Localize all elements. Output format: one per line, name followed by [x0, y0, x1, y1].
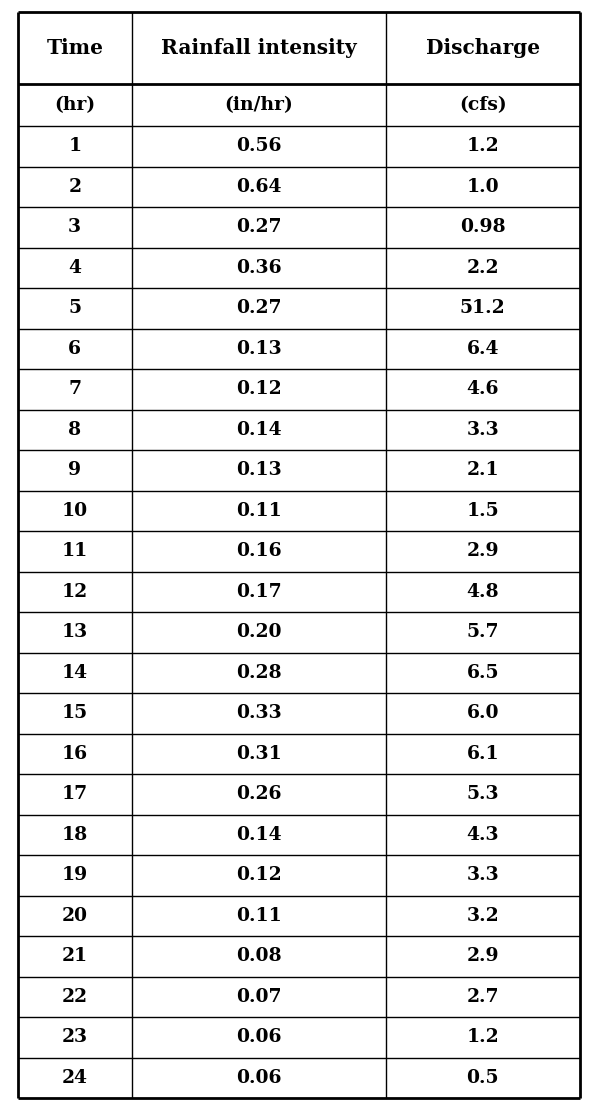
Text: Discharge: Discharge: [426, 38, 540, 58]
Text: 3.3: 3.3: [466, 421, 499, 439]
Text: 3: 3: [68, 218, 81, 236]
Text: 0.13: 0.13: [236, 461, 282, 480]
Text: 6.0: 6.0: [466, 705, 499, 722]
Text: 0.20: 0.20: [236, 623, 281, 642]
Text: 9: 9: [68, 461, 81, 480]
Text: 0.56: 0.56: [236, 137, 281, 155]
Text: 2: 2: [68, 177, 81, 196]
Text: 5.3: 5.3: [466, 786, 499, 803]
Text: 0.27: 0.27: [236, 218, 281, 236]
Text: 0.98: 0.98: [460, 218, 505, 236]
Text: 5.7: 5.7: [466, 623, 499, 642]
Text: 1.5: 1.5: [466, 502, 499, 520]
Text: 6.5: 6.5: [466, 664, 499, 681]
Text: 4.3: 4.3: [466, 825, 499, 844]
Text: 0.06: 0.06: [236, 1028, 281, 1046]
Text: 16: 16: [62, 745, 88, 762]
Text: 10: 10: [62, 502, 88, 520]
Text: 0.12: 0.12: [236, 380, 281, 398]
Text: 19: 19: [62, 866, 88, 884]
Text: 13: 13: [62, 623, 88, 642]
Text: 14: 14: [62, 664, 88, 681]
Text: 2.1: 2.1: [466, 461, 499, 480]
Text: (cfs): (cfs): [459, 96, 507, 114]
Text: (in/hr): (in/hr): [224, 96, 293, 114]
Text: 22: 22: [62, 987, 88, 1006]
Text: Rainfall intensity: Rainfall intensity: [161, 38, 356, 58]
Text: 2.9: 2.9: [466, 542, 499, 561]
Text: (hr): (hr): [54, 96, 95, 114]
Text: 0.08: 0.08: [236, 947, 281, 965]
Text: 12: 12: [62, 583, 88, 601]
Text: 15: 15: [62, 705, 88, 722]
Text: 20: 20: [62, 906, 88, 925]
Text: 21: 21: [62, 947, 88, 965]
Text: 17: 17: [62, 786, 88, 803]
Text: 4: 4: [68, 259, 81, 277]
Text: 0.27: 0.27: [236, 299, 281, 317]
Text: 0.5: 0.5: [466, 1069, 499, 1087]
Text: 5: 5: [68, 299, 81, 317]
Text: 0.31: 0.31: [236, 745, 282, 762]
Text: 0.26: 0.26: [236, 786, 281, 803]
Text: 2.7: 2.7: [466, 987, 499, 1006]
Text: 1: 1: [68, 137, 81, 155]
Text: 1.0: 1.0: [466, 177, 499, 196]
Text: 4.8: 4.8: [466, 583, 499, 601]
Text: 7: 7: [68, 380, 81, 398]
Text: 11: 11: [62, 542, 88, 561]
Text: 0.14: 0.14: [236, 825, 281, 844]
Text: 0.11: 0.11: [236, 502, 282, 520]
Text: 1.2: 1.2: [466, 137, 499, 155]
Text: 6.1: 6.1: [466, 745, 499, 762]
Text: 0.13: 0.13: [236, 340, 282, 358]
Text: 0.07: 0.07: [236, 987, 281, 1006]
Text: 0.36: 0.36: [236, 259, 281, 277]
Text: 0.16: 0.16: [236, 542, 281, 561]
Text: 4.6: 4.6: [466, 380, 499, 398]
Text: 51.2: 51.2: [460, 299, 505, 317]
Text: 0.33: 0.33: [236, 705, 282, 722]
Text: 6.4: 6.4: [466, 340, 499, 358]
Text: 0.14: 0.14: [236, 421, 281, 439]
Text: 24: 24: [62, 1069, 88, 1087]
Text: 3.3: 3.3: [466, 866, 499, 884]
Text: 0.28: 0.28: [236, 664, 281, 681]
Text: 0.64: 0.64: [236, 177, 281, 196]
Text: 8: 8: [68, 421, 81, 439]
Text: 2.2: 2.2: [466, 259, 499, 277]
Text: Time: Time: [46, 38, 103, 58]
Text: 0.11: 0.11: [236, 906, 282, 925]
Text: 2.9: 2.9: [466, 947, 499, 965]
Text: 1.2: 1.2: [466, 1028, 499, 1046]
Text: 0.06: 0.06: [236, 1069, 281, 1087]
Text: 18: 18: [62, 825, 88, 844]
Text: 0.12: 0.12: [236, 866, 281, 884]
Text: 0.17: 0.17: [236, 583, 281, 601]
Text: 6: 6: [68, 340, 81, 358]
Text: 23: 23: [62, 1028, 88, 1046]
Text: 3.2: 3.2: [466, 906, 499, 925]
